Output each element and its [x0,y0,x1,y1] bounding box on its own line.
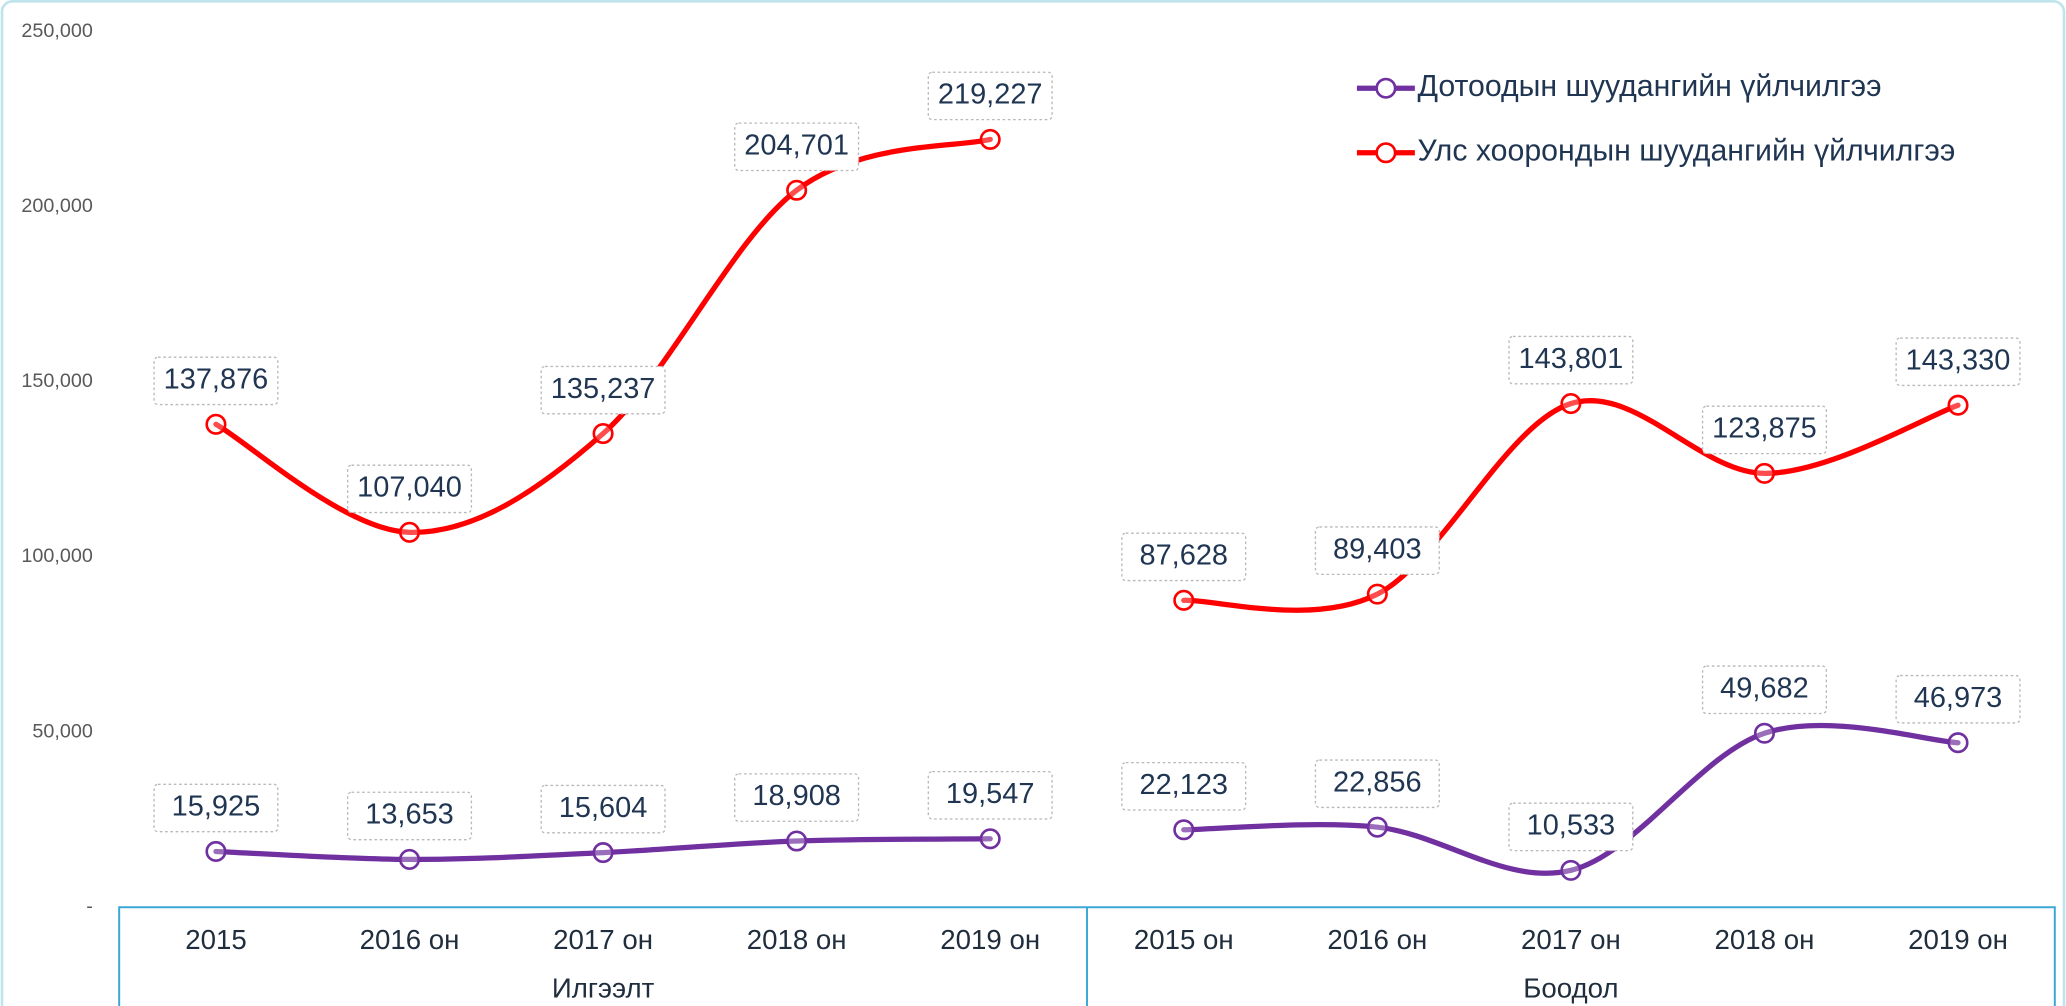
marker [1753,722,1775,744]
data-label: 87,628 [1139,540,1228,572]
marker [205,413,227,435]
group-label: Илгээлт [552,972,655,1003]
y-tick-label: 250,000 [21,20,92,42]
label-box [346,791,473,841]
label-box [153,356,279,406]
data-label: 137,876 [164,364,269,396]
label-box [734,773,860,822]
x-tick-label: 2016 он [1327,924,1427,955]
series-line [213,836,993,863]
label-box [1701,665,1828,715]
series-line [1181,722,1961,876]
marker [1560,393,1582,415]
marker [786,179,808,201]
data-label: 13,653 [365,799,454,831]
data-label: 143,330 [1906,344,2011,376]
y-tick-label: 200,000 [21,195,92,217]
marker [786,830,808,852]
data-label: 123,875 [1712,413,1817,445]
x-tick-label: 2017 он [553,924,653,955]
label-box [1895,337,2021,387]
marker [1366,583,1388,605]
label-box [346,464,473,514]
data-label: 49,682 [1720,672,1809,704]
data-label: 135,237 [551,373,656,405]
data-label: 18,908 [752,780,841,812]
label-box [1121,761,1247,811]
label-box [1314,526,1440,576]
x-tick-label: 2015 [185,924,247,955]
marker [1560,859,1582,881]
data-label: 19,547 [946,778,1035,810]
marker [205,840,227,862]
marker [398,521,421,543]
marker [398,848,421,870]
group-label: Боодол [1523,972,1618,1003]
data-label: 204,701 [744,129,849,161]
data-label: 143,801 [1519,343,1624,375]
series-line [1181,398,1961,613]
y-tick-label: 150,000 [21,370,92,392]
label-box [153,783,279,833]
y-tick-label: - [86,895,93,917]
label-box [1701,405,1828,455]
marker [592,842,614,864]
marker [979,128,1001,150]
label-box [927,770,1053,820]
data-label: 107,040 [357,472,462,504]
marker [1366,816,1388,838]
y-tick-label: 100,000 [21,545,92,567]
data-label: 22,123 [1139,769,1228,801]
marker [1947,394,1969,416]
x-tick-label: 2019 он [1908,924,2008,955]
marker [1947,732,1969,754]
label-box [1314,759,1440,809]
data-label: 15,925 [172,791,261,823]
label-box [927,71,1053,121]
data-label: 219,227 [938,79,1043,111]
series-line [213,136,993,535]
legend-marker [1375,77,1397,99]
marker [1173,819,1195,841]
x-tick-label: 2017 он [1521,924,1621,955]
label-box [540,365,666,415]
x-tick-label: 2018 он [747,924,847,955]
label-box [1508,802,1634,852]
data-label: 46,973 [1914,682,2003,714]
marker [1753,462,1775,484]
label-box [1508,335,1634,385]
label-box [540,784,666,834]
label-box [1895,674,2021,724]
x-tick-label: 2019 он [940,924,1040,955]
label-box [1121,532,1247,582]
marker [592,423,614,445]
marker [979,828,1001,850]
x-tick-label: 2016 он [360,924,460,955]
y-tick-label: 50,000 [32,720,92,742]
data-label: 10,533 [1527,810,1616,842]
x-tick-label: 2018 он [1715,924,1815,955]
data-label: 15,604 [559,792,648,824]
marker [1173,589,1195,611]
label-box [734,122,860,172]
legend-label: Дотоодын шуудангийн үйлчилгээ [1417,70,1881,103]
data-label: 22,856 [1333,766,1422,798]
legend-label: Улс хоорондын шуудангийн үйлчилгээ [1417,135,1955,168]
x-tick-label: 2015 он [1134,924,1234,955]
legend-marker [1375,142,1397,164]
data-label: 89,403 [1333,533,1422,565]
